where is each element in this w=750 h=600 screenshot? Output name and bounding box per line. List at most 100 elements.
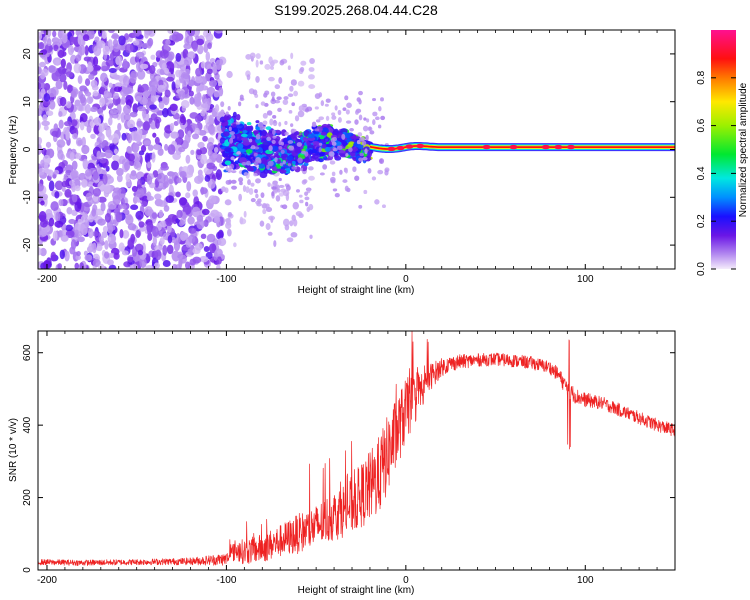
spectrogram-noise-blob <box>47 169 54 177</box>
spectrogram-noise-blob <box>121 132 127 141</box>
spectrogram-faint-blob <box>275 195 281 202</box>
spectrogram-noise-blob <box>74 201 82 212</box>
spectrogram-noise-blob <box>179 78 185 84</box>
spectrogram-halo-blob <box>325 115 330 121</box>
spectrogram-noise-blob <box>127 153 135 162</box>
spectrogram-noise-blob <box>214 248 223 257</box>
spectrogram-noise-blob <box>105 165 110 172</box>
spectrogram-halo-blob <box>229 163 235 170</box>
spectrogram-halo-blob <box>301 150 306 155</box>
spectrogram-noise-blob <box>118 242 125 252</box>
spectrogram-halo-blob <box>266 110 273 116</box>
spectrogram-noise-blob <box>216 256 222 265</box>
spectrogram-noise-blob <box>44 43 53 54</box>
spectrogram-noise-blob <box>215 169 223 181</box>
spectrogram-halo-blob <box>381 204 386 209</box>
spectrogram-noise-blob <box>98 125 103 133</box>
spectrogram-halo-blob <box>262 112 268 119</box>
spectrogram-noise-blob <box>92 65 102 71</box>
spectrogram-noise-blob <box>92 231 99 237</box>
snr-x-tick-label: 100 <box>577 575 594 586</box>
spectrogram-noise-blob <box>151 212 158 220</box>
spectrogram-noise-blob <box>190 149 195 155</box>
spectrogram-x-axis: -200 -100 0 100 <box>37 30 676 285</box>
spectrogram-noise-blob <box>75 254 81 261</box>
spectrogram-noise-blob <box>136 120 144 127</box>
spectrogram-noise-blob <box>138 150 145 156</box>
spectrogram-noise-blob <box>38 66 42 75</box>
spectrogram-halo-blob <box>230 156 235 161</box>
spectrogram-noise-blob <box>142 121 151 131</box>
spectrogram-halo-blob <box>272 120 278 127</box>
spectrogram-noise-blob <box>75 137 83 147</box>
spectrogram-faint-blob <box>282 218 290 227</box>
spectrogram-halo-blob <box>235 121 241 125</box>
spectrogram-faint-blob <box>268 76 275 82</box>
spectrogram-faint-blob <box>292 218 298 227</box>
spectrogram-noise-blob <box>133 160 139 170</box>
spectrogram-noise-blob <box>75 54 82 62</box>
spectrogram-noise-blob <box>188 35 194 44</box>
spectrogram-noise-blob <box>117 122 122 132</box>
spectrogram-halo-blob <box>230 179 237 184</box>
spectrogram-halo-blob <box>363 117 367 121</box>
spectrogram-noise-blob <box>45 208 53 218</box>
spectrogram-noise-blob <box>217 237 227 247</box>
spectrogram-halo-blob <box>298 105 304 112</box>
spectrogram-faint-blob <box>259 220 265 227</box>
spectrogram-noise-blob <box>174 137 184 146</box>
spectrogram-halo-blob <box>272 135 277 139</box>
spectrogram-halo-blob <box>314 106 319 110</box>
spectrogram-transition-blob <box>323 137 330 142</box>
spectrogram-halo-blob <box>324 103 329 107</box>
spectrogram-noise-blob <box>162 244 168 256</box>
spectrogram-noise-blob <box>168 178 174 185</box>
spectrogram-noise-blob <box>165 217 173 227</box>
spectrogram-noise-blob <box>214 124 223 134</box>
spectrogram-noise-blob <box>133 30 141 37</box>
spectrogram-halo-blob <box>254 188 258 194</box>
spectrogram-noise-blob <box>126 146 132 154</box>
spectrogram-noise-blob <box>78 172 87 181</box>
spectrogram-noise-blob <box>51 130 59 137</box>
spectrogram-halo-blob <box>314 93 321 99</box>
spectrogram-noise-blob <box>84 103 91 114</box>
spectrogram-noise-blob <box>111 34 120 40</box>
spectrogram-noise-blob <box>205 33 214 42</box>
spectrogram-noise-blob <box>196 149 203 156</box>
spectrogram-halo-blob <box>258 159 262 164</box>
snr-y-tick-label: 400 <box>22 416 33 433</box>
spectrogram-halo-blob <box>282 99 289 106</box>
spectrogram-halo-blob <box>305 201 309 207</box>
spectrogram-noise-blob <box>198 129 207 136</box>
spectrogram-noise-blob <box>159 237 165 245</box>
spectrogram-noise-blob <box>127 223 137 231</box>
spectrogram-halo-blob <box>342 107 347 111</box>
spectrogram-noise-blob <box>113 86 122 93</box>
spectrogram-noise-blob <box>51 71 60 82</box>
spectrogram-noise-blob <box>178 90 186 100</box>
spectrogram-noise-blob <box>183 43 192 50</box>
spectrogram-halo-blob <box>346 102 352 109</box>
spectrogram-transition-blob <box>265 126 272 131</box>
spectrogram-transition-blob <box>271 145 279 152</box>
spectrogram-noise-blob <box>160 164 169 171</box>
spectrogram-noise-blob <box>124 161 131 171</box>
spectrogram-halo-blob <box>348 147 353 153</box>
spectrogram-halo-blob <box>341 133 346 140</box>
spectrogram-noise-blob <box>42 154 51 166</box>
spectrogram-halo-blob <box>349 127 354 132</box>
spectrogram-halo-blob <box>238 101 242 107</box>
spectrogram-noise-blob <box>58 199 64 207</box>
spectrogram-halo-blob <box>318 116 325 121</box>
spectrogram-faint-blob <box>233 242 237 248</box>
spectrogram-noise-blob <box>53 44 59 52</box>
spectrogram-transition-blob <box>258 163 265 169</box>
spectrogram-noise-blob <box>38 31 43 41</box>
spectrogram-noise-blob <box>135 187 145 198</box>
spectrogram-halo-blob <box>345 153 349 157</box>
spectrogram-noise-blob <box>40 219 48 228</box>
spectrogram-noise-blob <box>158 101 165 110</box>
spectrogram-halo-blob <box>229 131 236 135</box>
spectrogram-faint-blob <box>248 188 254 195</box>
